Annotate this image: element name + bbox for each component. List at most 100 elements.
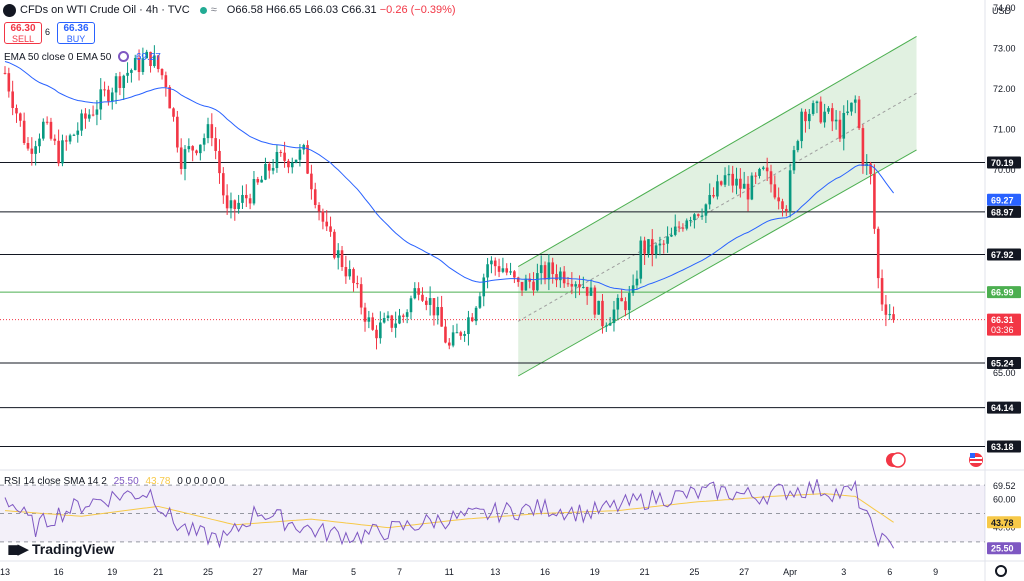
price-badge[interactable] (987, 516, 1021, 529)
candle-body (819, 101, 823, 123)
price-badge[interactable] (987, 357, 1021, 370)
candle-body (677, 226, 681, 228)
price-badge-label: 69.27 (991, 195, 1014, 205)
time-tick-label: 6 (887, 567, 892, 577)
rsi-legend[interactable]: RSI 14 close SMA 14 2 25.50 43.78 0 0 0 … (4, 476, 225, 487)
candle-body (470, 317, 474, 322)
candle-body (57, 140, 60, 164)
candle-body (593, 287, 597, 315)
candle-body (176, 116, 179, 148)
candle-body (539, 265, 543, 274)
channel-mid-line (517, 92, 917, 322)
candle-body (107, 89, 110, 102)
price-badge[interactable] (987, 193, 1021, 206)
candle-body (149, 51, 152, 67)
candle-body (356, 283, 359, 285)
candle-body (317, 204, 321, 212)
time-tick-label: 19 (107, 567, 117, 577)
candle-body (815, 101, 819, 104)
tradingview-logo[interactable]: ◼▶ TradingView (7, 540, 114, 558)
symbol-title[interactable]: CFDs on WTI Crude Oil · 4h · TVC (20, 4, 190, 16)
candle-body (670, 234, 673, 237)
candle-body (769, 171, 773, 185)
price-badge[interactable] (987, 401, 1021, 414)
candle-body (417, 288, 420, 295)
price-badge[interactable] (987, 156, 1021, 169)
currency-label[interactable]: USD (992, 6, 1012, 16)
candle-body (869, 163, 872, 175)
settings-gear-icon[interactable] (995, 565, 1007, 577)
candle-body (693, 214, 696, 221)
compare-icon[interactable]: ≈ (210, 4, 217, 16)
price-badge[interactable] (987, 440, 1021, 453)
candle-body (493, 260, 497, 267)
ema-legend[interactable]: EMA 50 close 0 EMA 50 69.27 (4, 51, 161, 63)
time-tick-label: 5 (351, 567, 356, 577)
channel-lower-line[interactable] (517, 149, 917, 377)
candle-body (463, 334, 466, 336)
candle-body (635, 278, 639, 286)
candle-body (559, 271, 562, 281)
news-icon[interactable] (890, 452, 906, 468)
candle-body (390, 315, 394, 328)
price-badge[interactable] (987, 286, 1021, 299)
price-badge[interactable] (987, 313, 1021, 336)
candle-body (785, 208, 788, 212)
candle-body (19, 113, 22, 121)
channel-fill (518, 36, 917, 377)
rsi-sma-line[interactable] (4, 493, 894, 529)
candle-body (501, 268, 505, 272)
candle-body (348, 269, 351, 277)
price-badge[interactable] (987, 205, 1021, 218)
candle-body (91, 114, 95, 116)
candle-body (662, 243, 666, 245)
candle-body (547, 262, 551, 280)
candle-body (344, 267, 348, 277)
time-tick-label: Apr (783, 567, 797, 577)
price-badge[interactable] (987, 248, 1021, 261)
candle-body (87, 114, 91, 119)
candle-body (99, 89, 103, 110)
time-tick-label: Mar (292, 567, 308, 577)
candle-body (754, 175, 757, 177)
candle-body (612, 309, 616, 324)
time-tick-label: 27 (739, 567, 749, 577)
price-badge[interactable] (987, 542, 1021, 555)
candle-body (555, 274, 558, 281)
candle-body (156, 55, 160, 70)
sell-button[interactable]: 66.30 SELL (4, 22, 42, 44)
candle-body (321, 211, 325, 222)
candle-body (248, 198, 252, 204)
price-badge-label: 67.92 (991, 250, 1014, 260)
candle-body (582, 286, 585, 288)
channel-upper-line[interactable] (517, 36, 917, 268)
price-tick-label: 73.00 (993, 44, 1016, 54)
candle-body (283, 152, 286, 161)
candle-body (601, 300, 604, 327)
candle-body (513, 271, 516, 278)
candle-body (352, 269, 355, 284)
price-badge-label: 68.97 (991, 207, 1014, 217)
candle-body (850, 102, 853, 112)
candle-body (631, 285, 635, 294)
candle-body (256, 178, 260, 183)
horizontal-levels (0, 161, 985, 447)
close-value: C66.31 (341, 4, 377, 16)
candle-body (202, 138, 206, 145)
candle-body (681, 227, 685, 229)
rsi-value: 25.50 (113, 476, 139, 487)
rsi-line[interactable] (4, 479, 895, 549)
buy-button[interactable]: 66.36 BUY (57, 22, 95, 44)
candle-body (287, 160, 290, 168)
candle-body (275, 151, 279, 169)
flag-icon-stripe (970, 461, 982, 463)
candle-body (650, 239, 654, 255)
rsi-sma-value: 43.78 (145, 476, 171, 487)
candle-body (191, 146, 194, 151)
high-value: H66.65 (265, 4, 302, 16)
candle-body (716, 181, 719, 197)
time-tick-label: 9 (933, 567, 938, 577)
ema-50-line[interactable] (4, 61, 894, 291)
candle-body (792, 150, 796, 171)
